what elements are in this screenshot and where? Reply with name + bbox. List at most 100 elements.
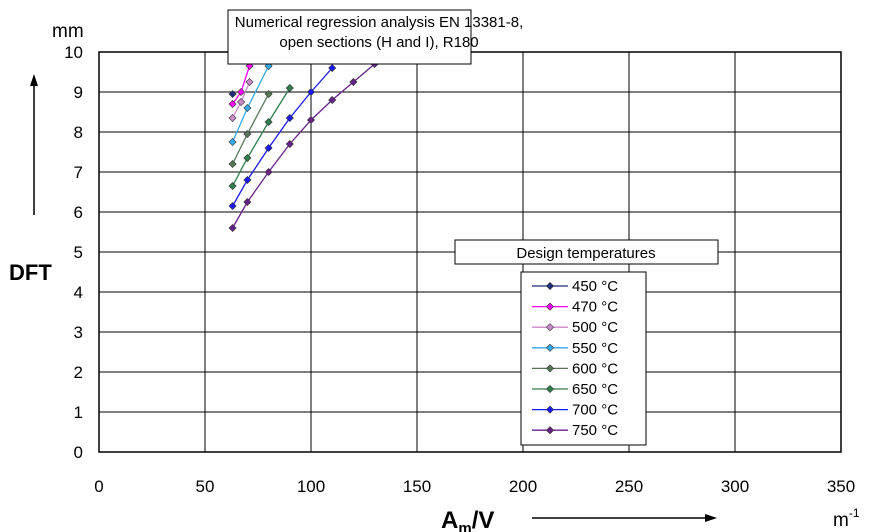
x-tick-label: 300 xyxy=(721,477,749,496)
legend-label: 700 °C xyxy=(572,402,618,419)
data-point xyxy=(243,129,252,139)
data-point xyxy=(243,153,252,163)
data-point xyxy=(285,113,294,123)
x-unit-exp: -1 xyxy=(849,506,860,520)
x-axis-arrow xyxy=(532,514,717,522)
y-tick-label: 8 xyxy=(74,123,83,142)
y-tick-label: 0 xyxy=(74,443,83,462)
legend-entry: 500 °C xyxy=(532,319,618,336)
data-point xyxy=(306,115,316,125)
title-box-frame xyxy=(227,9,472,65)
data-point xyxy=(306,87,316,97)
x-axis-title-sub: m xyxy=(458,520,471,532)
legend-frame xyxy=(520,271,647,446)
legend-marker xyxy=(545,343,555,352)
series-7 xyxy=(228,59,379,233)
data-point xyxy=(228,223,237,233)
x-tick-label: 200 xyxy=(509,477,537,496)
x-tick-label: 350 xyxy=(827,477,855,496)
y-axis-title: DFT xyxy=(9,260,52,285)
legend-entry: 650 °C xyxy=(532,381,618,398)
legend-entry: 750 °C xyxy=(532,422,618,439)
legend-entry: 550 °C xyxy=(532,340,618,357)
data-point xyxy=(228,201,237,211)
series-1 xyxy=(228,61,254,109)
data-point xyxy=(285,83,294,93)
legend-label: 550 °C xyxy=(572,340,618,357)
data-point xyxy=(237,97,246,107)
legend-entry: 600 °C xyxy=(532,360,618,377)
data-point xyxy=(328,63,337,73)
legend-marker xyxy=(545,384,555,394)
data-point xyxy=(264,143,273,153)
data-point xyxy=(228,99,237,109)
series-line xyxy=(231,63,376,229)
x-tick-label: 100 xyxy=(297,477,325,496)
y-tick-label: 4 xyxy=(74,283,83,302)
data-point xyxy=(243,175,252,185)
y-tick-label: 7 xyxy=(74,163,83,182)
series-5 xyxy=(228,83,294,191)
legend-title-box: Design temperatures xyxy=(454,239,719,265)
title-box: Numerical regression analysis EN 13381-8… xyxy=(227,9,523,65)
series-layer xyxy=(228,59,379,233)
legend-marker xyxy=(545,364,555,373)
y-axis-arrow xyxy=(30,74,38,215)
legend-label: 450 °C xyxy=(572,278,618,295)
data-point xyxy=(228,89,237,99)
data-point xyxy=(228,159,237,169)
data-point xyxy=(228,137,237,147)
series-4 xyxy=(228,89,273,169)
legend-label: 500 °C xyxy=(572,319,618,336)
legend-marker xyxy=(545,281,555,291)
y-tick-label: 2 xyxy=(74,363,83,382)
data-point xyxy=(228,181,237,191)
data-point xyxy=(237,87,246,97)
x-unit-base: m xyxy=(833,510,849,531)
data-point xyxy=(264,89,273,99)
data-point xyxy=(264,117,273,127)
legend-label: 750 °C xyxy=(572,422,618,439)
legend-label: 650 °C xyxy=(572,381,618,398)
data-point xyxy=(328,95,337,105)
data-point xyxy=(264,61,273,71)
legend-entry: 700 °C xyxy=(532,402,618,419)
data-point xyxy=(285,139,294,149)
legend-marker xyxy=(545,426,555,435)
x-axis-title-main: A xyxy=(441,507,458,532)
y-tick-label: 9 xyxy=(74,83,83,102)
legend-marker xyxy=(545,405,555,414)
legend-label: 470 °C xyxy=(572,299,618,316)
legend-label: 600 °C xyxy=(572,360,618,377)
legend-title: Design temperatures xyxy=(516,245,655,262)
x-tick-label: 0 xyxy=(94,477,103,496)
legend-marker xyxy=(545,302,555,311)
data-point xyxy=(243,197,252,207)
legend: 450 °C 470 °C 500 °C 550 °C 600 °C 650 °C 700 … xyxy=(520,271,647,446)
x-unit-label: m-1 xyxy=(833,506,860,531)
legend-marker xyxy=(545,323,555,332)
y-tick-label: 6 xyxy=(74,203,83,222)
y-tick-label: 1 xyxy=(74,403,83,422)
legend-title-frame xyxy=(454,239,719,265)
data-point xyxy=(228,113,237,123)
series-6 xyxy=(228,63,337,211)
series-line xyxy=(231,67,333,207)
x-tick-label: 150 xyxy=(403,477,431,496)
y-tick-label: 3 xyxy=(74,323,83,342)
data-point xyxy=(243,103,252,113)
y-tick-label: 10 xyxy=(64,43,83,62)
chart-title-line-1: Numerical regression analysis EN 13381-8… xyxy=(235,14,523,31)
y-unit-label: mm xyxy=(52,21,84,42)
x-tick-label: 50 xyxy=(196,477,215,496)
series-2 xyxy=(228,77,254,123)
x-tick-label: 250 xyxy=(615,477,643,496)
chart-title-line-2: open sections (H and I), R180 xyxy=(279,34,478,51)
legend-entry: 470 °C xyxy=(532,299,618,316)
data-point xyxy=(245,77,254,87)
data-point xyxy=(264,167,273,177)
data-point xyxy=(349,77,358,87)
